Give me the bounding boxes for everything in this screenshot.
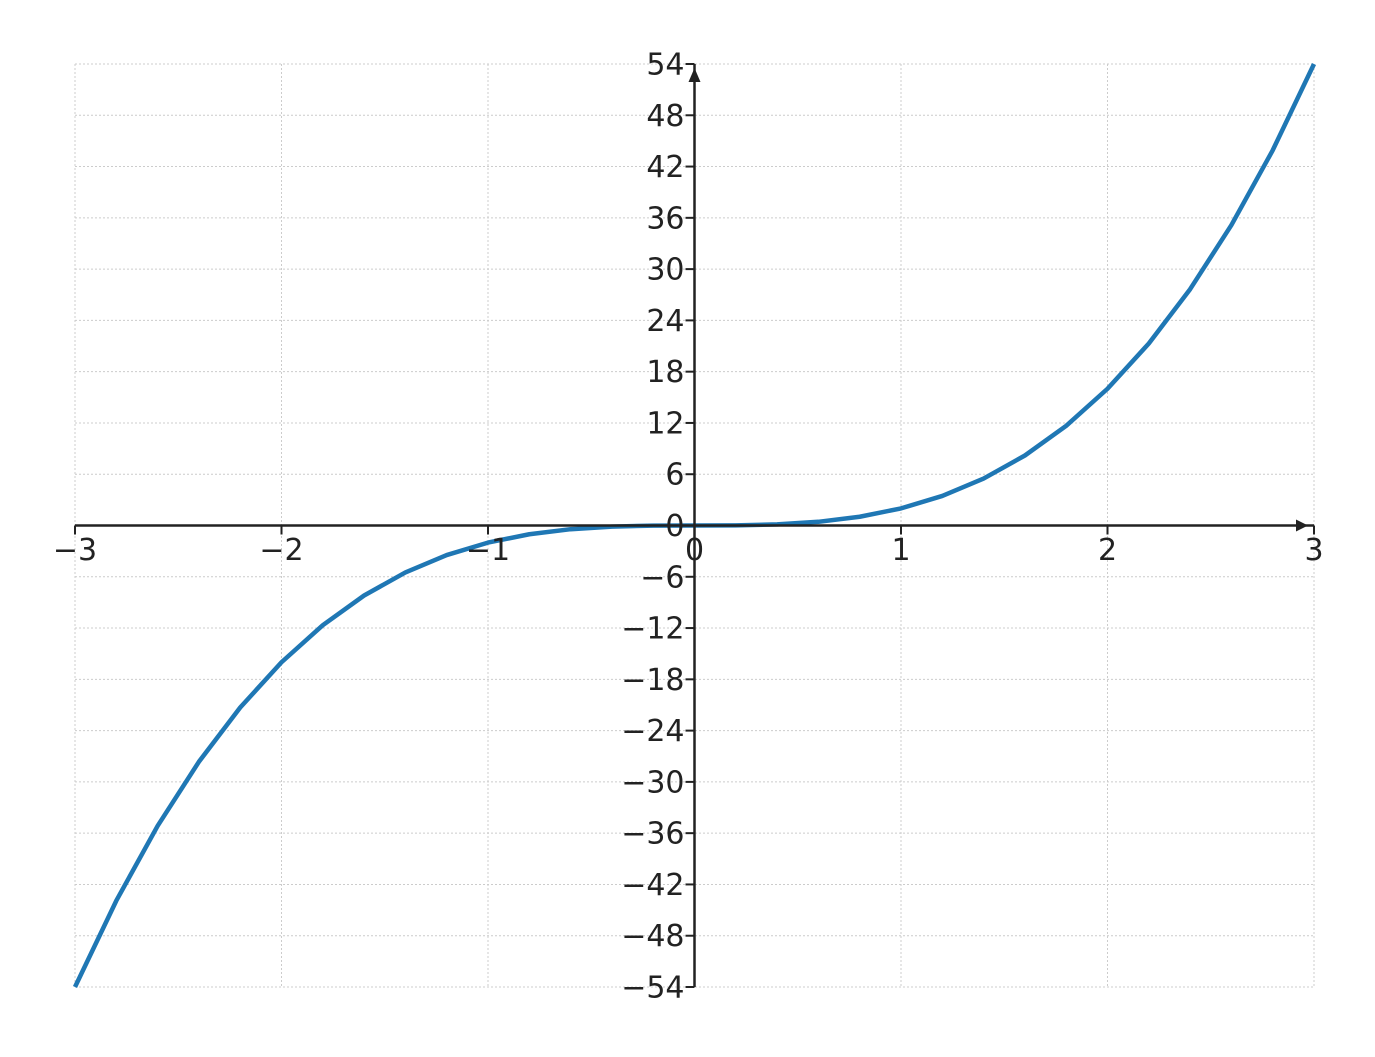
x-tick-label: 2 bbox=[1098, 533, 1117, 568]
x-tick-label: −2 bbox=[259, 533, 303, 568]
y-tick-label: 18 bbox=[646, 355, 684, 390]
x-axis-arrow bbox=[1296, 519, 1308, 532]
y-tick-label: −30 bbox=[621, 765, 684, 800]
y-tick-label: −42 bbox=[621, 868, 684, 903]
y-tick-label: 42 bbox=[646, 150, 684, 185]
x-tick-label: −1 bbox=[466, 533, 510, 568]
y-tick-label: 6 bbox=[665, 458, 684, 493]
y-tick-label: −24 bbox=[621, 714, 684, 749]
x-tick-label: −3 bbox=[53, 533, 97, 568]
y-tick-label: −12 bbox=[621, 612, 684, 647]
y-tick-label: 12 bbox=[646, 406, 684, 441]
y-tick-label: 36 bbox=[646, 201, 684, 236]
y-tick-label: 30 bbox=[646, 253, 684, 288]
y-tick-label: −36 bbox=[621, 817, 684, 852]
y-tick-label: −54 bbox=[621, 971, 684, 1006]
x-tick-label: 3 bbox=[1304, 533, 1323, 568]
y-tick-label: 48 bbox=[646, 99, 684, 134]
x-tick-label: 1 bbox=[891, 533, 910, 568]
y-tick-label: 54 bbox=[646, 48, 684, 83]
y-tick-label: −18 bbox=[621, 663, 684, 698]
y-axis-arrow bbox=[688, 68, 701, 82]
y-tick-label: −6 bbox=[640, 560, 684, 595]
y-tick-label: 24 bbox=[646, 304, 684, 339]
y-tick-label: −48 bbox=[621, 919, 684, 954]
axes: −3−2−10123−54−48−42−36−30−24−18−12−60612… bbox=[53, 48, 1324, 1006]
